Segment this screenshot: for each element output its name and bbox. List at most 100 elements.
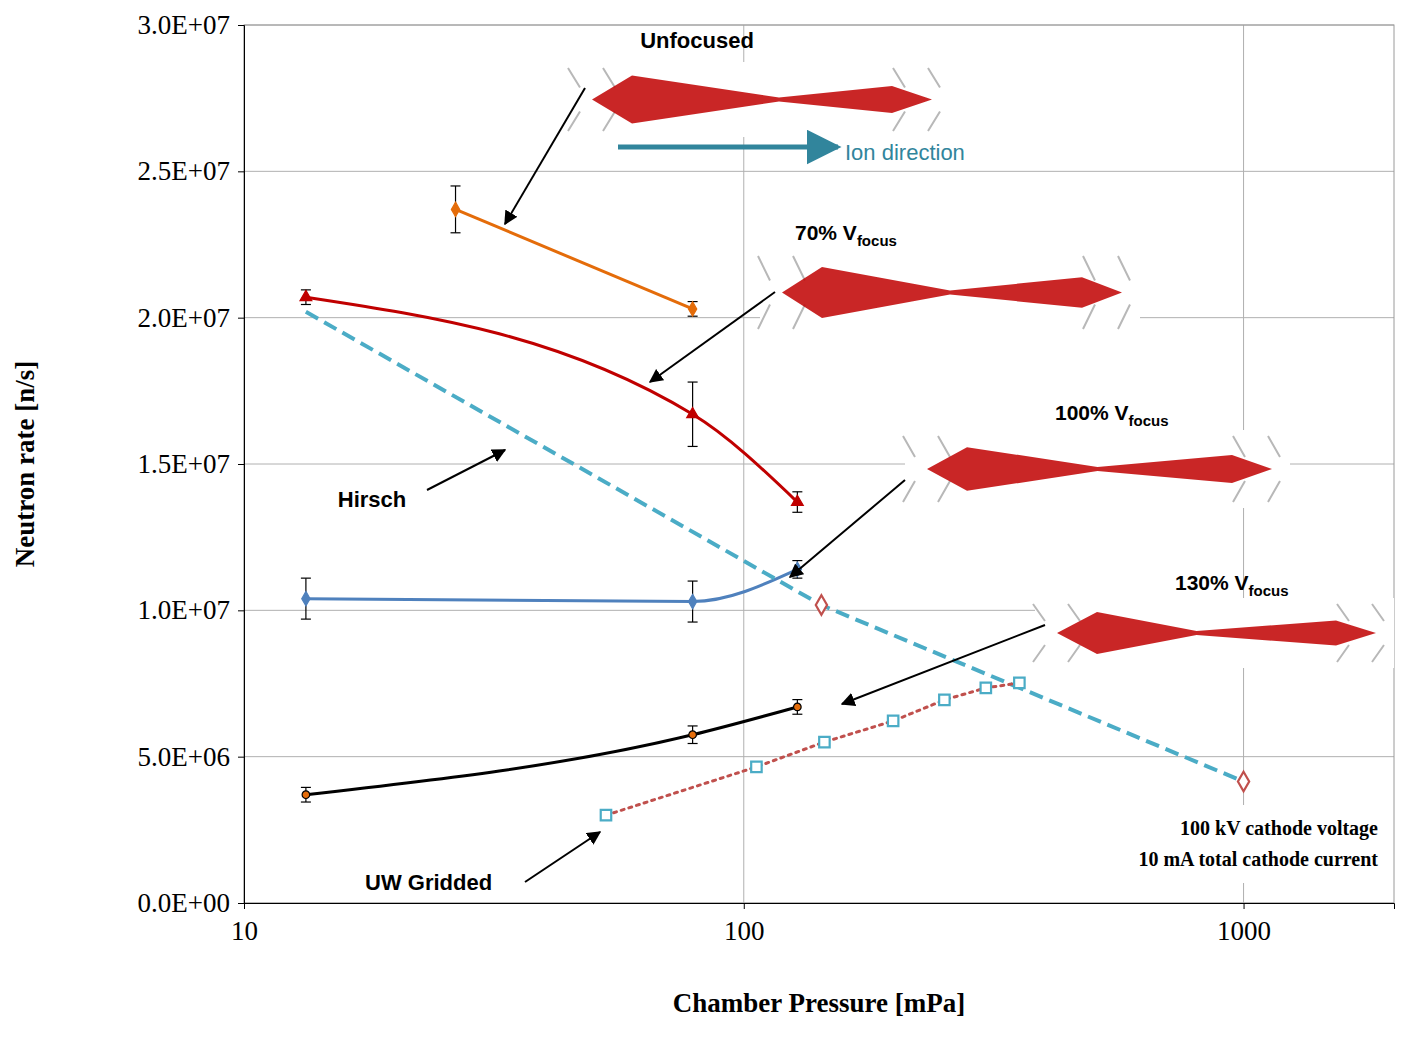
beam-image <box>903 430 1290 508</box>
marker <box>302 791 310 799</box>
error-cap <box>301 801 311 802</box>
tick: 10 <box>231 903 258 946</box>
tick-label: 100 <box>724 916 765 946</box>
tick-mark <box>238 464 244 465</box>
annotation-subscript: focus <box>1129 412 1169 429</box>
marker <box>888 716 898 726</box>
tick-label: 5.0E+06 <box>138 742 230 772</box>
error-cap <box>688 725 698 726</box>
error-bar <box>451 186 461 233</box>
annotation: Ion direction <box>845 140 965 165</box>
error-cap <box>451 185 461 186</box>
error-bar <box>792 561 802 579</box>
error-bar <box>792 492 802 512</box>
series-line <box>306 707 797 795</box>
tick: 1.0E+07 <box>138 595 244 625</box>
error-cap <box>301 578 311 579</box>
error-bar <box>688 581 698 622</box>
tick-mark <box>238 318 244 319</box>
error-cap <box>301 787 311 788</box>
tick: 2.0E+07 <box>138 303 244 333</box>
error-cap <box>792 699 802 700</box>
tick-label: 3.0E+07 <box>138 10 230 40</box>
series-line <box>606 683 1019 815</box>
tick-mark <box>238 757 244 758</box>
electrode <box>1033 604 1045 662</box>
series-line <box>306 569 797 601</box>
tick-label: 1.0E+07 <box>138 595 230 625</box>
arrow <box>427 450 505 490</box>
annotation-text: Hirsch <box>338 487 406 512</box>
annotation-text: 130% V <box>1175 571 1249 594</box>
marker <box>300 290 312 300</box>
marker <box>302 591 310 605</box>
error-bar <box>688 302 698 317</box>
image-ground <box>1035 598 1394 668</box>
arrow <box>525 832 600 882</box>
image-ground <box>905 430 1290 508</box>
annotation-text: UW Gridded <box>365 870 492 895</box>
marker <box>601 810 611 820</box>
error-cap <box>688 743 698 744</box>
error-bar <box>688 726 698 744</box>
axis-line <box>245 904 1395 910</box>
annotation: 100 kV cathode voltage <box>1180 817 1378 840</box>
arrow <box>650 292 775 382</box>
tick-label: 1000 <box>1217 916 1271 946</box>
annotation: 130% Vfocus <box>1175 571 1289 599</box>
arrow <box>842 625 1045 704</box>
grid-line <box>244 756 1394 757</box>
marker <box>688 594 696 608</box>
beam <box>592 76 932 124</box>
annotation-subscript: focus <box>857 232 897 249</box>
tick: 1000 <box>1217 903 1271 946</box>
axis-title: Chamber Pressure [mPa] <box>673 988 965 1018</box>
y-axis: 0.0E+00 5.0E+06 1.0E+07 1.5E+07 2.0E+07 2.5E+… <box>138 10 245 918</box>
error-bar <box>301 578 311 619</box>
tick: 100 <box>724 903 765 946</box>
marker <box>794 703 802 711</box>
tick-mark <box>238 25 244 26</box>
marker <box>939 695 949 705</box>
chart: 0.0E+00 5.0E+06 1.0E+07 1.5E+07 2.0E+07 2.5E+… <box>0 0 1401 1041</box>
tick-mark <box>238 903 244 904</box>
annotation: 100% Vfocus <box>1055 401 1169 429</box>
annotation-text: 10 mA total cathode current <box>1138 848 1378 870</box>
tick-label: 2.5E+07 <box>138 156 230 186</box>
error-cap <box>301 619 311 620</box>
error-bar <box>792 700 802 715</box>
series-line <box>456 209 693 309</box>
axis-line <box>238 26 245 904</box>
error-cap <box>688 580 698 581</box>
axis-title: Neutron rate [n/s] <box>10 361 40 567</box>
marker <box>1014 678 1024 688</box>
annotation-text: 70% V <box>795 221 857 244</box>
tick-mark <box>244 903 245 909</box>
plot-frame <box>244 25 1394 903</box>
arrow <box>790 480 905 577</box>
tick-label: 0.0E+00 <box>138 888 230 918</box>
marker <box>819 737 829 747</box>
tick-mark <box>238 610 244 611</box>
annotation-text: Ion direction <box>845 140 965 165</box>
annotation: Unfocused <box>640 28 754 53</box>
arrow <box>618 145 838 150</box>
error-cap <box>451 232 461 233</box>
marker <box>981 683 991 693</box>
tick-mark <box>744 903 745 909</box>
arrow <box>505 88 585 224</box>
annotation: 70% Vfocus <box>795 221 897 249</box>
error-cap <box>688 446 698 447</box>
series-line <box>306 312 1244 782</box>
annotation-text: 100 kV cathode voltage <box>1180 817 1378 840</box>
error-cap <box>792 512 802 513</box>
marker <box>791 495 803 505</box>
error-cap <box>688 621 698 622</box>
error-bar <box>688 382 698 446</box>
beam-image <box>568 62 950 137</box>
tick: 1.5E+07 <box>138 449 244 479</box>
marker <box>451 202 459 216</box>
beam <box>1057 612 1376 654</box>
tick: 5.0E+06 <box>138 742 244 772</box>
note-ground <box>930 805 1385 883</box>
